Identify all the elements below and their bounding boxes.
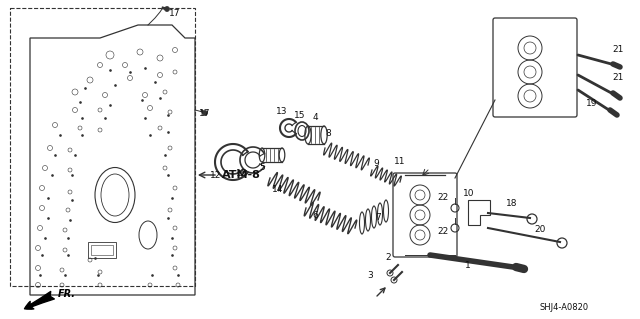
Text: FR.: FR. xyxy=(58,289,76,299)
Text: 12: 12 xyxy=(211,170,221,180)
Text: 7: 7 xyxy=(375,213,381,222)
Text: 13: 13 xyxy=(276,108,288,116)
Text: 4: 4 xyxy=(312,113,318,122)
Text: 6: 6 xyxy=(312,211,318,219)
Text: 3: 3 xyxy=(367,271,373,280)
Text: 21: 21 xyxy=(612,46,624,55)
Text: 14: 14 xyxy=(272,186,284,195)
Text: 16: 16 xyxy=(236,168,248,177)
Text: 10: 10 xyxy=(463,189,475,197)
Text: 17: 17 xyxy=(169,10,180,19)
Text: SHJ4-A0820: SHJ4-A0820 xyxy=(540,303,589,312)
Text: 11: 11 xyxy=(394,158,406,167)
Bar xyxy=(91,245,113,255)
Text: 22: 22 xyxy=(437,227,449,236)
Circle shape xyxy=(202,110,207,115)
Text: 19: 19 xyxy=(586,99,598,108)
Text: 8: 8 xyxy=(325,129,331,137)
Text: 20: 20 xyxy=(534,226,546,234)
Text: 2: 2 xyxy=(385,253,391,262)
Text: 22: 22 xyxy=(437,194,449,203)
Text: 21: 21 xyxy=(612,73,624,83)
Circle shape xyxy=(164,6,170,11)
Bar xyxy=(88,242,116,258)
Text: 17: 17 xyxy=(199,109,211,118)
Text: 18: 18 xyxy=(506,198,518,207)
Bar xyxy=(10,8,195,286)
Text: 1: 1 xyxy=(465,262,471,271)
Text: 15: 15 xyxy=(294,112,306,121)
Text: 9: 9 xyxy=(373,159,379,167)
Text: 5: 5 xyxy=(259,162,265,172)
Text: ATM-8: ATM-8 xyxy=(222,170,261,180)
